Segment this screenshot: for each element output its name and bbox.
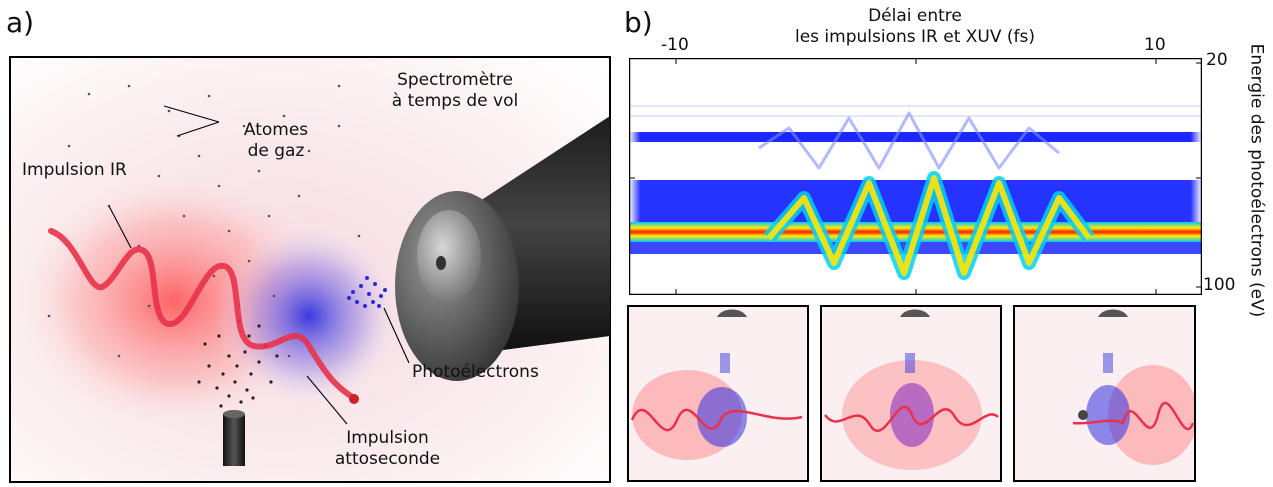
right-axis-title: Energie des photoélectrons (eV): [1246, 43, 1267, 318]
gas-nozzle: [223, 414, 245, 466]
ir-pulse-wave: [48, 228, 357, 401]
ir-pulse-tip: [349, 394, 359, 404]
spectrogram-plot: [628, 57, 1203, 296]
panel-a-letter: a): [6, 6, 35, 39]
leader-lines: [108, 105, 410, 425]
snapshot-2-scene: [820, 305, 1002, 482]
gas-atoms-label: Atomes de gaz: [226, 120, 326, 162]
ir-pulse-label: Impulsion IR: [22, 160, 127, 180]
experiment-scene: [9, 56, 611, 483]
right-tick-label-top: 20: [1206, 50, 1228, 70]
top-tick-label-right: 10: [1144, 35, 1166, 55]
streak-wave-faint: [758, 111, 1060, 170]
spectrogram: [628, 57, 1203, 296]
top-tick-label-left: -10: [661, 35, 689, 55]
panel-a-illustration: [9, 56, 611, 483]
spectrometer-label-line1: Spectromètre: [397, 70, 513, 90]
top-axis-title-line2: les impulsions IR et XUV (fs): [794, 27, 1036, 47]
snapshot-1-scene: [627, 305, 809, 482]
streak-wave-yellow: [766, 175, 1092, 276]
snapshot-panel-3: [1013, 305, 1198, 482]
tick-marks: [629, 58, 1202, 295]
spectrometer-label-line2: à temps de vol: [391, 91, 519, 111]
gas-atoms-label-line2: de gaz: [247, 141, 305, 161]
gas-atoms-label-line1: Atomes: [243, 120, 309, 140]
xuv-glow: [214, 221, 404, 411]
faint-band-top: [628, 105, 1203, 117]
photoelectrons-label: Photoélectrons: [412, 362, 539, 382]
snapshot-panel-1: [627, 305, 809, 482]
attosecond-pulse-label-line1: Impulsion: [346, 428, 429, 448]
top-axis-title-line1: Délai entre: [868, 6, 962, 26]
attosecond-pulse-label: Impulsion attoseconde: [330, 428, 445, 470]
attosecond-pulse-label-line2: attoseconde: [334, 449, 441, 469]
panel-b-letter: b): [624, 6, 653, 39]
spectrometer-label: Spectromètre à temps de vol: [360, 70, 550, 112]
top-axis-title: Délai entre les impulsions IR et XUV (fs…: [760, 6, 1070, 48]
snapshot-panel-2: [820, 305, 1002, 482]
gas-atoms: [47, 84, 361, 358]
tof-spectrometer: [395, 116, 610, 381]
snapshot-3-scene: [1013, 305, 1198, 482]
gas-nozzle-top: [223, 410, 245, 418]
band-upper: [629, 132, 1202, 142]
right-tick-label-bottom: 100: [1203, 275, 1236, 295]
photoelectron-cloud: [347, 276, 387, 308]
